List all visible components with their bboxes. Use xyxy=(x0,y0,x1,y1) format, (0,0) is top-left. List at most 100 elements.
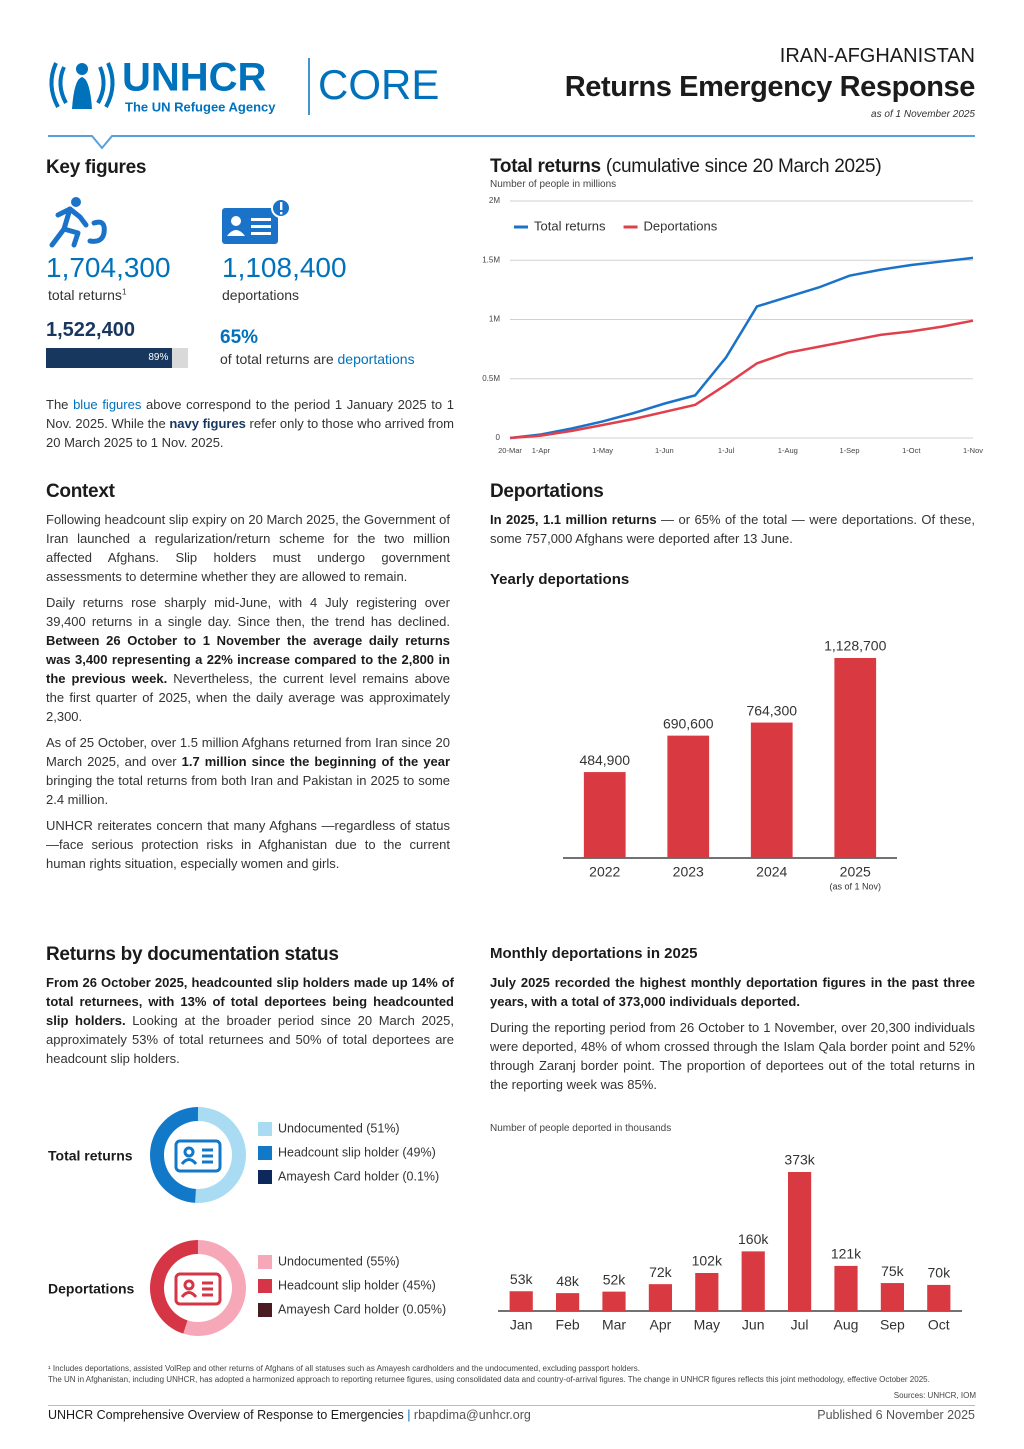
paragraph: July 2025 recorded the highest monthly d… xyxy=(490,973,975,1011)
value-label: 160k xyxy=(738,1231,769,1247)
progress-track: 89% xyxy=(46,348,188,368)
chart-title-note: (cumulative since 20 March 2025) xyxy=(605,156,882,177)
bar xyxy=(509,1291,533,1311)
text-run: — or 65% of the total — were deportation… xyxy=(490,512,976,546)
bar xyxy=(648,1284,672,1311)
y-tick-label: 1M xyxy=(489,315,500,324)
footer-rule xyxy=(48,1405,975,1406)
value-label: 1,128,700 xyxy=(824,638,886,654)
x-tick-label: 1-Jun xyxy=(655,446,674,455)
y-axis-label: Number of people deported in thousands xyxy=(490,1123,672,1134)
bar xyxy=(834,1265,858,1311)
legend-swatch xyxy=(258,1122,272,1136)
paragraph: Following headcount slip expiry on 20 Ma… xyxy=(46,510,450,586)
legend-swatch xyxy=(258,1303,272,1317)
section-title: Returns by documentation status xyxy=(46,944,339,965)
legend-label: Headcount slip holder (49%) xyxy=(278,1145,436,1159)
progress-label: 89% xyxy=(148,352,169,363)
documentation-text: From 26 October 2025, headcounted slip h… xyxy=(46,973,454,1075)
id-icon xyxy=(222,198,291,244)
text-run: During the reporting period from 26 Octo… xyxy=(490,1020,975,1092)
figure-label: total returns1 xyxy=(48,287,126,303)
text-run: Looking at the broader period since 20 M… xyxy=(46,1013,454,1066)
paragraph: UNHCR reiterates concern that many Afgha… xyxy=(46,816,450,873)
figure-value: 1,522,400 xyxy=(46,319,135,341)
bar xyxy=(602,1291,626,1311)
section-title: Context xyxy=(46,481,115,502)
y-axis-label: Number of people in millions xyxy=(490,179,617,190)
value-label: 373k xyxy=(784,1152,815,1168)
legend-label: Undocumented (51%) xyxy=(278,1121,400,1135)
x-tick-label: 20-Mar xyxy=(498,446,522,455)
text-run: Nevertheless, the current level remains … xyxy=(46,671,451,724)
logo-emblem xyxy=(49,62,115,108)
category-note: (as of 1 Nov) xyxy=(829,881,881,891)
legend-label: Amayesh Card holder (0.1%) xyxy=(278,1169,439,1183)
chart-title: Yearly deportations xyxy=(490,571,630,588)
text-run: of total returns are xyxy=(220,351,338,367)
monthly-text: July 2025 recorded the highest monthly d… xyxy=(490,973,975,1101)
x-tick-label: Jul xyxy=(791,1317,809,1333)
chart-title: Total returns xyxy=(490,156,601,177)
value-label: 764,300 xyxy=(746,702,797,718)
chart-heading: Total returns (cumulative since 20 March… xyxy=(490,156,882,178)
text-run: July 2025 recorded the highest monthly d… xyxy=(490,975,975,1009)
text-run: From 26 October 2025, headcounted slip h… xyxy=(46,975,454,1028)
text-run: Following headcount slip expiry on 20 Ma… xyxy=(46,512,450,584)
footnotes: ¹ Includes deportations, assisted VolRep… xyxy=(48,1363,978,1385)
value-label: 52k xyxy=(603,1271,627,1287)
figure-value: 1,704,300 xyxy=(46,252,171,283)
bar xyxy=(583,772,626,858)
footnote-ref: 1 xyxy=(121,287,127,297)
x-tick-label: 2025 xyxy=(840,864,871,880)
header-rule xyxy=(48,135,975,150)
x-tick-label: 2024 xyxy=(756,864,787,880)
x-tick-label: Feb xyxy=(556,1317,580,1333)
card-icon xyxy=(174,1139,222,1173)
bar xyxy=(741,1251,765,1311)
text-run: navy figures xyxy=(169,416,246,431)
donut-chart: Deportations Undocumented (55%) Headcount … xyxy=(48,1240,446,1336)
chart-title: Total returns xyxy=(48,1148,133,1164)
y-tick-label: 0 xyxy=(496,433,501,442)
progress-bar: 89% xyxy=(46,348,173,368)
x-tick-label: 1-Jul xyxy=(718,446,735,455)
value-label: 53k xyxy=(510,1271,534,1287)
bar xyxy=(834,658,877,858)
line-series xyxy=(509,319,974,440)
paragraph: During the reporting period from 26 Octo… xyxy=(490,1018,975,1094)
y-tick-label: 2M xyxy=(489,196,500,205)
legend-swatch xyxy=(258,1170,272,1184)
context-text: Following headcount slip expiry on 20 Ma… xyxy=(46,510,450,880)
x-tick-label: 1-May xyxy=(592,446,613,455)
footer-left: UNHCR Comprehensive Overview of Response… xyxy=(48,1408,531,1422)
legend-swatch xyxy=(258,1279,272,1293)
logo-product: CORE xyxy=(318,61,439,108)
line-series xyxy=(509,256,974,440)
text-run: Between 26 October to 1 November the ave… xyxy=(46,633,450,686)
footer-email[interactable]: rbapdima@unhcr.org xyxy=(413,1408,531,1422)
value-label: 102k xyxy=(692,1253,723,1269)
bar xyxy=(695,1272,719,1311)
share-value: 65% xyxy=(220,327,259,348)
value-label: 484,900 xyxy=(579,752,630,768)
paragraph: In 2025, 1.1 million returns — or 65% of… xyxy=(490,510,975,548)
x-tick-label: Apr xyxy=(650,1317,672,1333)
donut-segment xyxy=(195,1107,246,1203)
paragraph: From 26 October 2025, headcounted slip h… xyxy=(46,973,454,1068)
report-date: as of 1 November 2025 xyxy=(871,109,975,120)
y-tick-label: 1.5M xyxy=(482,255,500,264)
value-label: 48k xyxy=(556,1273,580,1289)
x-tick-label: Aug xyxy=(834,1317,859,1333)
text-run: 1.7 million since the beginning of the y… xyxy=(181,754,451,769)
x-tick-label: 1-Apr xyxy=(532,446,551,455)
donut-segment xyxy=(149,1107,198,1203)
x-tick-label: Oct xyxy=(928,1317,950,1333)
text-run: UNHCR reiterates concern that many Afgha… xyxy=(46,818,450,871)
text-run: Daily returns rose sharply mid-June, wit… xyxy=(46,595,450,629)
text-run: As of 25 October, over 1.5 million Afgha… xyxy=(46,735,450,769)
value-label: 72k xyxy=(649,1264,673,1280)
legend-label: Undocumented (55%) xyxy=(278,1254,400,1268)
value-label: 75k xyxy=(881,1263,905,1279)
